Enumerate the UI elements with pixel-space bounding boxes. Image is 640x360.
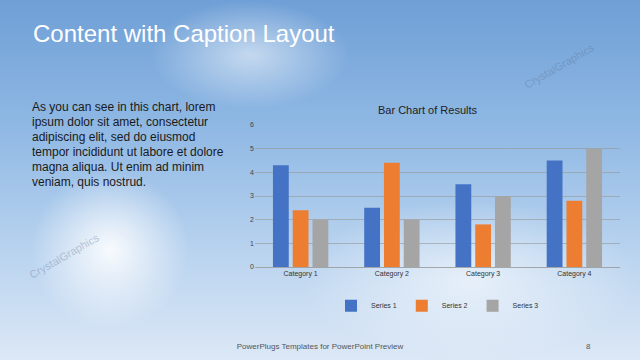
svg-text:Series 1: Series 1 [371, 302, 397, 309]
html-text:CrystalGraphics: CrystalGraphics [522, 41, 596, 91]
svg-text:Category 3: Category 3 [466, 270, 500, 278]
svg-text:6: 6 [250, 121, 254, 128]
svg-text:3: 3 [250, 192, 254, 199]
svg-text:Category 2: Category 2 [375, 270, 409, 278]
svg-text:1: 1 [250, 240, 254, 247]
svg-text:Category 1: Category 1 [284, 270, 318, 278]
svg-text:4: 4 [250, 169, 254, 176]
html-text:PowerPlugs Templates for Power: PowerPlugs Templates for PowerPoint Prev… [236, 342, 404, 351]
svg-text:Series 3: Series 3 [513, 302, 539, 309]
svg-text:0: 0 [250, 263, 254, 270]
svg-text:Bar Chart of Results: Bar Chart of Results [378, 104, 478, 116]
svg-text:2: 2 [250, 216, 254, 223]
svg-text:Category 4: Category 4 [557, 270, 591, 278]
html-text:8: 8 [586, 342, 591, 351]
html-text:Content with Caption Layout: Content with Caption Layout [33, 20, 335, 47]
svg-text:Series 2: Series 2 [442, 302, 468, 309]
svg-text:5: 5 [250, 145, 254, 152]
html-text:As you can see in this chart,: As you can see in this chart, lorem ipsu… [32, 100, 224, 189]
html-text:CrystalGraphics: CrystalGraphics [27, 231, 101, 281]
